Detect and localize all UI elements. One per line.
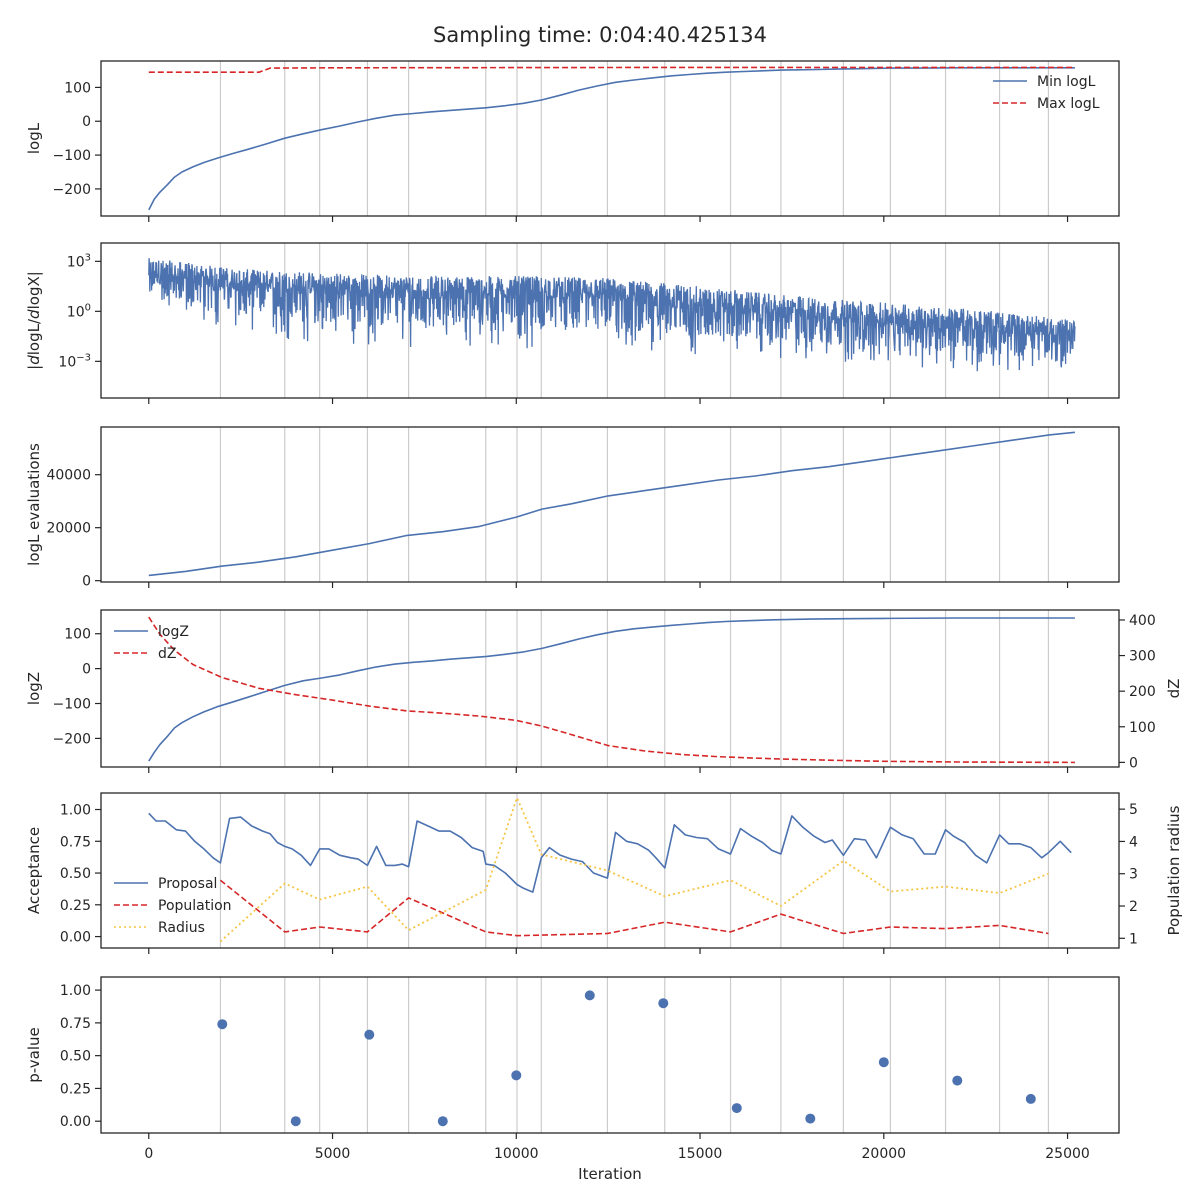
p-value-point [217,1019,228,1030]
y-tick-label: 0.25 [60,1081,91,1097]
x-tick-label: 20000 [862,1146,907,1162]
p-value-point [731,1103,742,1114]
legend-label-logz: logZ [158,624,189,640]
y-tick-label: 0.75 [60,1016,91,1032]
panel-logz: logZ dZ −200 −100 0 100 0 100 200 300 400 logZ dZ [25,609,1183,773]
p-value-point [805,1113,816,1124]
legend-label-max-logl: Max logL [1037,96,1100,112]
panel-p-value: 0 5000 10000 15000 20000 25000 p-value 0.00 0.25… [25,976,1120,1162]
x-tick-label: 15000 [678,1146,723,1162]
axes-frame [100,792,1120,949]
series-logl-evaluations [148,431,1075,577]
y-tick-label: 100 [64,80,91,96]
y-axis-label: logL [25,122,43,154]
p-value-point [658,998,669,1009]
axes-frame [100,976,1120,1134]
axes-frame [100,609,1120,768]
y-tick-label: 0.00 [60,1114,91,1130]
y-axis-label: p-value [25,1027,43,1083]
p-value-point [584,990,595,1001]
y-tick-label-right: 400 [1129,613,1156,629]
axes-frame [100,242,1120,399]
y-tick-label: 100 [64,627,91,643]
y-axis-label-right: Population radius [1165,805,1183,935]
legend-label-radius: Radius [158,920,205,936]
p-value-point [1025,1093,1036,1104]
y-tick-label: −100 [53,148,91,164]
legend-label-population: Population [158,898,232,914]
legend-label-proposal: Proposal [158,876,217,892]
x-axis-label: Iteration [578,1165,642,1183]
p-value-point [511,1070,522,1081]
x-tick-label: 25000 [1045,1146,1090,1162]
y-axis-label: logZ [25,672,43,705]
panel-acceptance: Acceptance Population radius 0.00 0.25 0.50 0… [25,792,1183,954]
x-tick-label: 10000 [494,1146,539,1162]
y-tick-label: 100 [67,302,91,320]
series-population [219,879,1049,937]
y-tick-label: 0.75 [60,834,91,850]
p-value-point [878,1057,889,1068]
y-tick-label: 40000 [46,468,91,484]
y-tick-label: 20000 [46,521,91,537]
p-value-point [364,1029,375,1040]
y-axis-label: |dlogL/dlogX| [25,271,43,370]
y-tick-label: 0.25 [60,898,91,914]
y-tick-label: −100 [53,697,91,713]
panel-logl-evaluations: logL evaluations 0 20000 40000 [25,426,1120,590]
y-tick-label-right: 0 [1129,755,1138,771]
figure-title: Sampling time: 0:04:40.425134 [433,23,767,47]
y-tick-label: 0 [82,662,91,678]
y-tick-label: 0.50 [60,866,91,882]
legend-label-dz: dZ [158,646,176,662]
panel-dlogl-dlogx: |dlogL/dlogX| 10−3 100 103 [25,242,1120,404]
y-tick-label-right: 1 [1129,931,1138,947]
series-dlogl-dlogx [148,258,1076,372]
series-logz [148,617,1075,762]
y-tick-label-right: 3 [1129,867,1138,883]
axes-frame [100,426,1120,583]
y-tick-label: 0 [82,574,91,590]
y-tick-label-right: 300 [1129,649,1156,665]
y-tick-label-right: 5 [1129,802,1138,818]
y-tick-label: −200 [53,182,91,198]
p-value-point [437,1116,448,1127]
p-value-point [952,1075,963,1086]
y-axis-label-right: dZ [1165,679,1183,699]
axes-frame [100,60,1120,217]
y-tick-label-right: 2 [1129,899,1138,915]
x-tick-label: 0 [144,1146,153,1162]
y-tick-label: 10−3 [58,352,91,370]
x-tick-label: 5000 [315,1146,351,1162]
y-tick-label: 0.00 [60,930,91,946]
y-tick-label: 0.50 [60,1049,91,1065]
y-tick-label: 1.00 [60,983,91,999]
y-tick-label: −200 [53,731,91,747]
series-radius [219,796,1049,943]
y-tick-label-right: 200 [1129,684,1156,700]
y-axis-label: logL evaluations [25,443,43,566]
y-tick-label-right: 100 [1129,720,1156,736]
p-value-point [290,1116,301,1127]
y-tick-label-right: 4 [1129,834,1138,850]
series-dz [148,616,1075,764]
y-tick-label: 1.00 [60,803,91,819]
series-min-logl [148,67,1075,211]
series-max-logl [148,66,1075,73]
panel-logl: logL −200 −100 0 100 Min logL Max logL [25,60,1120,222]
y-axis-label: Acceptance [25,827,43,914]
series-proposal [148,812,1072,893]
y-tick-label: 0 [82,114,91,130]
y-tick-label: 103 [67,252,91,270]
legend-label-min-logl: Min logL [1037,74,1096,90]
